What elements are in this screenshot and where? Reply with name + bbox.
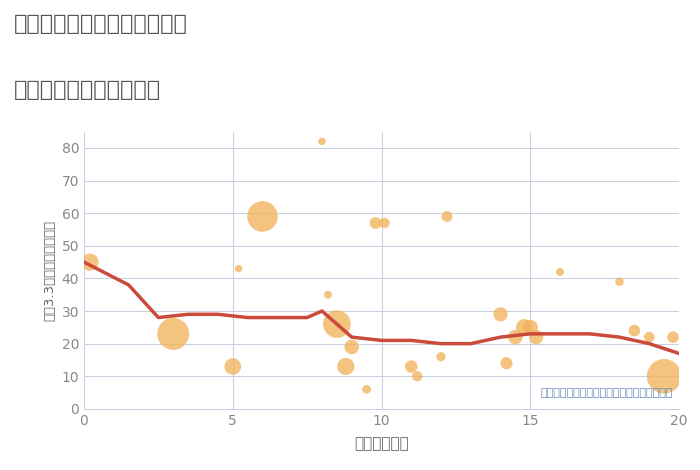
Point bbox=[340, 363, 351, 370]
Point bbox=[361, 385, 372, 393]
Y-axis label: 坪（3.3㎡）単価（万円）: 坪（3.3㎡）単価（万円） bbox=[43, 219, 56, 321]
Point bbox=[379, 219, 390, 227]
Point bbox=[525, 323, 536, 331]
Text: 円の大きさは、取引のあった物件面積を示す: 円の大きさは、取引のあった物件面積を示す bbox=[540, 388, 673, 398]
Point bbox=[435, 353, 447, 360]
Point bbox=[168, 330, 179, 337]
Point bbox=[441, 212, 452, 220]
Point bbox=[316, 138, 328, 145]
Point bbox=[406, 363, 417, 370]
Point bbox=[227, 363, 238, 370]
Point bbox=[84, 258, 95, 266]
Point bbox=[495, 311, 506, 318]
Point bbox=[510, 333, 521, 341]
Point bbox=[501, 360, 512, 367]
Point bbox=[644, 333, 655, 341]
Point bbox=[322, 291, 333, 298]
Point bbox=[554, 268, 566, 275]
Point bbox=[519, 323, 530, 331]
Text: 兵庫県豊岡市日高町観音寺の: 兵庫県豊岡市日高町観音寺の bbox=[14, 14, 188, 34]
Point bbox=[331, 321, 342, 328]
Point bbox=[614, 278, 625, 285]
Point bbox=[412, 373, 423, 380]
X-axis label: 駅距離（分）: 駅距離（分） bbox=[354, 436, 409, 451]
Point bbox=[668, 333, 679, 341]
Point bbox=[659, 373, 670, 380]
Point bbox=[531, 333, 542, 341]
Point bbox=[370, 219, 381, 227]
Text: 駅距離別中古戸建て価格: 駅距離別中古戸建て価格 bbox=[14, 80, 161, 100]
Point bbox=[257, 212, 268, 220]
Point bbox=[233, 265, 244, 273]
Point bbox=[629, 327, 640, 334]
Point bbox=[346, 343, 357, 351]
